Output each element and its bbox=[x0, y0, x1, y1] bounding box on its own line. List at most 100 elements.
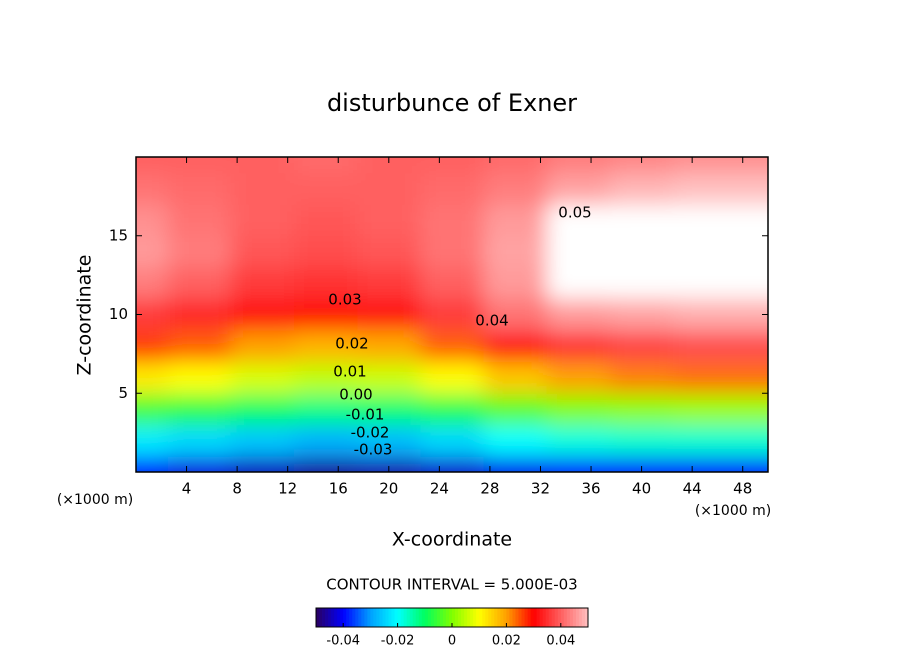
colorbar-swatch bbox=[548, 608, 553, 627]
field-cell bbox=[230, 235, 295, 268]
field-cell bbox=[736, 204, 768, 237]
x-tick-label: 36 bbox=[581, 480, 600, 498]
colorbar-swatch bbox=[485, 608, 489, 627]
colorbar-swatch bbox=[388, 608, 392, 627]
colorbar-swatch bbox=[494, 608, 498, 627]
colorbar-swatch bbox=[482, 608, 486, 627]
colorbar-swatch bbox=[373, 608, 377, 627]
colorbar-swatch bbox=[391, 608, 395, 627]
field-cell bbox=[357, 204, 421, 237]
colorbar-swatch bbox=[331, 608, 335, 627]
field-cell bbox=[230, 157, 295, 174]
field-cell bbox=[294, 393, 358, 426]
colorbar-swatch bbox=[427, 608, 432, 627]
field-cell bbox=[610, 361, 674, 394]
field-cell bbox=[136, 204, 169, 237]
x-tick-label: 20 bbox=[379, 480, 398, 498]
colorbar-swatch bbox=[515, 608, 519, 627]
field-cell bbox=[136, 393, 169, 426]
colorbar-swatch bbox=[349, 608, 353, 627]
colorbar-swatch bbox=[452, 608, 456, 627]
field-cell bbox=[483, 424, 548, 457]
x-unit-label: (×1000 m) bbox=[695, 503, 771, 519]
field-cell bbox=[420, 235, 485, 268]
field-cell bbox=[736, 298, 768, 331]
field-cell bbox=[546, 456, 611, 472]
colorbar-swatch bbox=[455, 608, 459, 627]
field-cell bbox=[546, 298, 611, 331]
field-cell bbox=[546, 330, 611, 363]
colorbar-swatch bbox=[470, 608, 474, 627]
field-cell bbox=[673, 172, 737, 205]
colorbar-swatch bbox=[442, 608, 447, 627]
field-cell bbox=[167, 204, 232, 237]
colorbar-swatch bbox=[424, 608, 429, 627]
plot-area bbox=[136, 157, 768, 472]
colorbar-swatch bbox=[479, 608, 483, 627]
x-tick-label: 8 bbox=[232, 480, 242, 498]
colorbar-tick-label: 0.02 bbox=[492, 634, 521, 649]
colorbar-swatch bbox=[415, 608, 420, 627]
field-cell bbox=[673, 330, 737, 363]
field-cell bbox=[230, 204, 295, 237]
colorbar-swatch bbox=[358, 608, 362, 627]
field-cell bbox=[546, 204, 611, 237]
y-tick-label: 15 bbox=[109, 226, 128, 244]
colorbar-swatch bbox=[322, 608, 326, 627]
colorbar-swatch bbox=[403, 608, 408, 627]
field-cell bbox=[230, 267, 295, 300]
colorbar-swatch bbox=[430, 608, 435, 627]
y-tick-label: 5 bbox=[118, 384, 128, 402]
colorbar-tick-label: 0.04 bbox=[546, 634, 575, 649]
field-cell bbox=[673, 456, 737, 472]
colorbar-swatch bbox=[581, 608, 586, 627]
colorbar-swatch bbox=[340, 608, 344, 627]
field-cell bbox=[357, 235, 421, 268]
field-cell bbox=[167, 267, 232, 300]
field-cell bbox=[420, 267, 485, 300]
field-cell bbox=[483, 393, 548, 426]
field-cell bbox=[736, 172, 768, 205]
field-cell bbox=[736, 157, 768, 174]
field-cell bbox=[610, 157, 674, 174]
colorbar-swatch bbox=[409, 608, 414, 627]
field-cell bbox=[610, 424, 674, 457]
field-cell bbox=[483, 298, 548, 331]
field-cell bbox=[673, 267, 737, 300]
colorbar-swatch bbox=[343, 608, 347, 627]
field-cell bbox=[420, 204, 485, 237]
field-cell bbox=[357, 172, 421, 205]
field-cell bbox=[294, 172, 358, 205]
colorbar-swatch bbox=[412, 608, 417, 627]
x-tick-label: 44 bbox=[683, 480, 702, 498]
field-cell bbox=[136, 235, 169, 268]
field-cell bbox=[546, 267, 611, 300]
colorbar-swatch bbox=[503, 608, 507, 627]
colorbar-swatch bbox=[551, 608, 556, 627]
x-tick-label: 48 bbox=[733, 480, 752, 498]
field-cell bbox=[294, 361, 358, 394]
colorbar-swatch bbox=[370, 608, 374, 627]
colorbar-swatch bbox=[566, 608, 571, 627]
field-cell bbox=[610, 267, 674, 300]
contour-label: 0.00 bbox=[339, 386, 372, 404]
field-cell bbox=[736, 361, 768, 394]
colorbar-swatch bbox=[364, 608, 368, 627]
field-cell bbox=[610, 456, 674, 472]
field-cell bbox=[167, 235, 232, 268]
field-cell bbox=[167, 298, 232, 331]
colorbar-swatch bbox=[355, 608, 359, 627]
field-cell bbox=[546, 361, 611, 394]
field-cell bbox=[357, 424, 421, 457]
field-cell bbox=[167, 393, 232, 426]
field-cell bbox=[136, 424, 169, 457]
field-cell bbox=[483, 235, 548, 268]
colorbar-swatch bbox=[316, 608, 320, 627]
field-cell bbox=[357, 456, 421, 472]
field-cell bbox=[167, 172, 232, 205]
field-cell bbox=[294, 204, 358, 237]
y-tick-label: 10 bbox=[109, 305, 128, 323]
colorbar-swatch bbox=[397, 608, 402, 627]
field-cell bbox=[546, 235, 611, 268]
colorbar-swatch bbox=[319, 608, 323, 627]
